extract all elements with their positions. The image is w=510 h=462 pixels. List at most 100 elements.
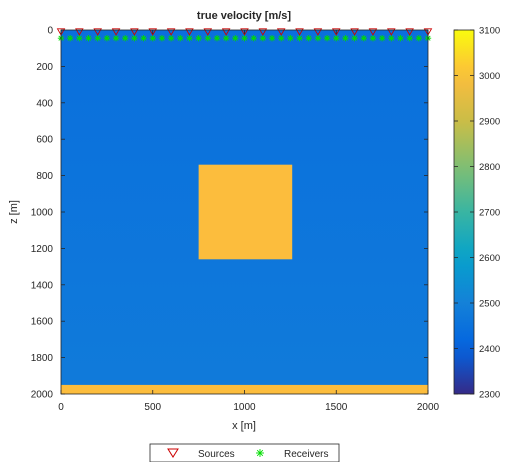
- source-marker: [258, 28, 268, 36]
- legend: Sources Receivers: [149, 443, 340, 462]
- receiver-marker: [167, 34, 175, 42]
- source-marker: [93, 28, 102, 36]
- source-marker: [313, 28, 323, 36]
- receiver-marker: [85, 34, 92, 42]
- receiver-marker: [397, 34, 404, 42]
- receiver-marker: [250, 34, 257, 42]
- receiver-marker: [378, 34, 386, 42]
- receiver-marker: [333, 34, 340, 42]
- receiver-marker: [158, 34, 166, 42]
- source-marker: [75, 28, 84, 36]
- receiver-marker: [122, 34, 129, 42]
- receiver-marker: [204, 34, 211, 42]
- legend-sources-marker: [167, 448, 179, 458]
- x-axis: 0 500 1000 1500 2000: [58, 30, 440, 413]
- receiver-marker: [241, 34, 248, 42]
- receiver-marker: [195, 34, 202, 42]
- colorbar-gradient: [454, 30, 474, 394]
- receiver-marker: [287, 34, 294, 42]
- receiver-marker: [268, 34, 276, 42]
- receiver-marker: [66, 34, 74, 42]
- source-marker: [405, 28, 414, 36]
- receiver-marker: [323, 34, 331, 42]
- colorbar-tick-label: 2800: [479, 162, 500, 173]
- y-axis: 0 200 400 600 800 1000 1200 1400 1600 1800 2000: [31, 26, 428, 401]
- legend-receivers-label: Receivers: [284, 449, 328, 460]
- source-marker: [203, 28, 213, 36]
- source-marker: [295, 28, 304, 36]
- x-axis-label: x [m]: [232, 420, 256, 432]
- receiver-marker: [305, 34, 312, 42]
- y-tick-label: 2000: [31, 390, 54, 401]
- receiver-marker: [140, 34, 147, 42]
- velocity-region-1: [198, 164, 293, 260]
- x-tick-label: 500: [144, 402, 161, 413]
- velocity-region-2: [61, 384, 428, 394]
- y-axis-label: z [m]: [8, 200, 20, 224]
- receiver-marker: [369, 34, 377, 42]
- receiver-marker: [415, 34, 423, 42]
- legend-receiver-asterisk: [256, 449, 264, 457]
- source-marker: [368, 28, 378, 36]
- y-tick-label: 1200: [31, 244, 54, 255]
- receiver-marker: [360, 34, 367, 42]
- source-marker: [148, 28, 158, 36]
- source-markers: [56, 28, 433, 36]
- receiver-marker: [222, 34, 230, 42]
- legend-box: [149, 443, 340, 462]
- colorbar-tick-label: 3100: [479, 26, 500, 37]
- receiver-marker: [213, 34, 221, 42]
- colorbar-tick-label: 2900: [479, 117, 500, 128]
- legend-sources-label: Sources: [198, 449, 235, 460]
- chart-title: true velocity [m/s]: [197, 10, 291, 22]
- colorbar: 2300 2400 2500 2600 2700 2800 2900 3000 3100: [453, 26, 500, 401]
- source-marker: [56, 28, 66, 36]
- y-tick-label: 1800: [31, 353, 54, 364]
- colorbar-tick-label: 3000: [479, 71, 500, 82]
- legend-receivers-marker: [256, 449, 264, 457]
- source-marker: [350, 28, 359, 36]
- y-tick-label: 400: [36, 98, 53, 109]
- receiver-marker: [388, 34, 395, 42]
- receiver-marker: [131, 34, 138, 42]
- colorbar-tick-label: 2400: [479, 344, 500, 355]
- source-marker: [111, 28, 121, 36]
- x-tick-label: 0: [58, 402, 64, 413]
- source-marker: [240, 28, 249, 36]
- receiver-marker: [232, 34, 239, 42]
- colorbar-tick-label: 2600: [479, 253, 500, 264]
- receiver-marker: [112, 34, 120, 42]
- plot-area: [56, 28, 433, 395]
- colorbar-tick-label: 2300: [479, 390, 500, 401]
- y-tick-label: 600: [36, 135, 53, 146]
- receiver-marker: [342, 34, 349, 42]
- x-tick-label: 1500: [325, 402, 348, 413]
- receiver-marker: [76, 34, 83, 42]
- receiver-marker: [296, 34, 303, 42]
- receiver-marker: [103, 34, 111, 42]
- receiver-marker: [186, 34, 193, 42]
- source-marker: [331, 28, 341, 36]
- y-tick-label: 0: [47, 26, 53, 37]
- source-marker: [130, 28, 139, 36]
- y-tick-label: 800: [36, 171, 53, 182]
- colorbar-ticks: 2300 2400 2500 2600 2700 2800 2900 3000 3100: [454, 26, 500, 401]
- receiver-markers: [57, 34, 432, 42]
- x-tick-label: 1000: [233, 402, 256, 413]
- receiver-marker: [406, 34, 413, 42]
- receiver-marker: [177, 34, 184, 42]
- y-tick-label: 1400: [31, 280, 54, 291]
- source-marker: [221, 28, 231, 36]
- y-tick-label: 1600: [31, 317, 54, 328]
- colorbar-tick-label: 2500: [479, 299, 500, 310]
- receiver-marker: [259, 34, 267, 42]
- x-tick-label: 2000: [417, 402, 440, 413]
- velocity-regions: [61, 164, 428, 394]
- y-tick-label: 200: [36, 62, 53, 73]
- colorbar-tick-label: 2700: [479, 208, 500, 219]
- source-marker: [166, 28, 176, 36]
- receiver-marker: [314, 34, 322, 42]
- source-marker: [276, 28, 286, 36]
- y-tick-label: 1000: [31, 208, 54, 219]
